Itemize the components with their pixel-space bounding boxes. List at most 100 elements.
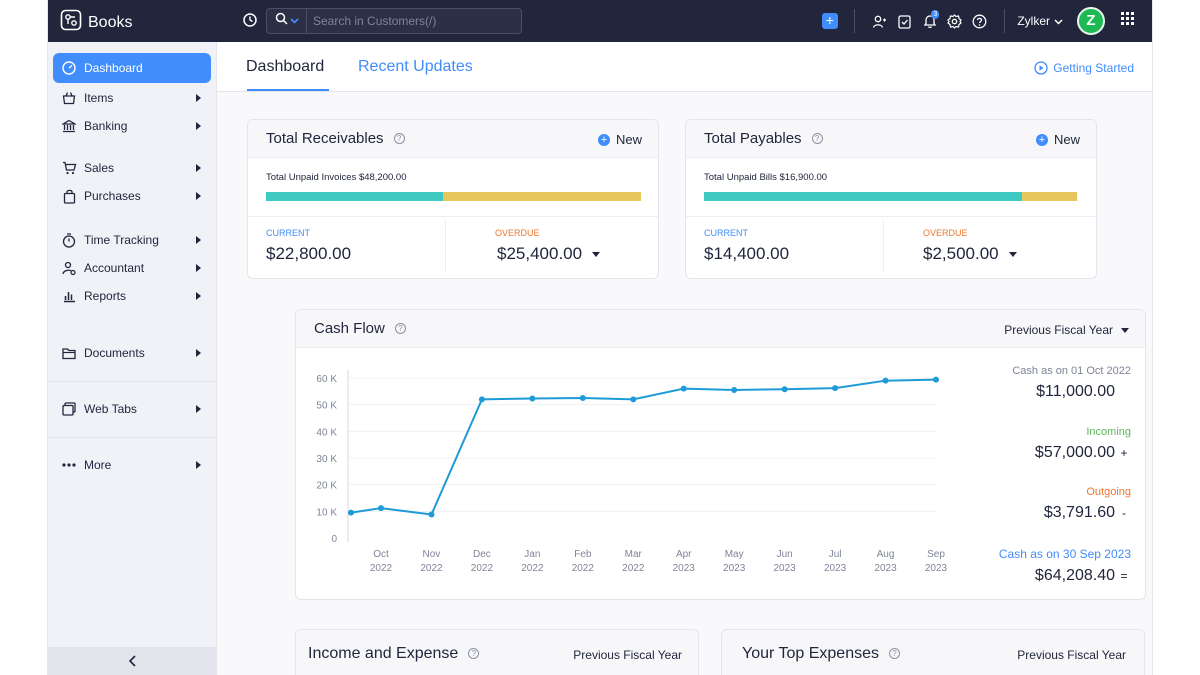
period-dropdown[interactable]: Previous Fiscal Year [573, 648, 682, 662]
current-amount[interactable]: $14,400.00 [704, 244, 790, 263]
period-dropdown[interactable]: Previous Fiscal Year [1017, 648, 1126, 662]
help-icon[interactable]: ? [889, 648, 900, 659]
sidebar-item-label: Web Tabs [84, 402, 137, 416]
help-icon[interactable]: ? [468, 648, 480, 659]
card-header: Total Payables ? + New [686, 120, 1096, 158]
x-tick-label: 2022 [521, 563, 544, 574]
accountant-icon [61, 260, 77, 276]
overdue-dropdown[interactable]: $2,500.00 [923, 244, 1017, 264]
current-segment [266, 192, 444, 201]
x-tick-label: 2022 [420, 563, 443, 574]
help-icon[interactable] [967, 0, 992, 42]
sidebar-item-documents[interactable]: Documents [53, 338, 211, 368]
getting-started-link[interactable]: Getting Started [1034, 61, 1134, 75]
chevron-right-icon [196, 461, 201, 469]
x-tick-label: 2022 [370, 563, 393, 574]
period-label: Previous Fiscal Year [573, 648, 682, 662]
payables-card: Total Payables ? + New Total Unpaid Bill… [685, 119, 1097, 279]
current-segment [704, 192, 1022, 201]
chevron-down-icon [1054, 18, 1063, 25]
plus-circle-icon: + [597, 133, 610, 146]
sidebar-item-label: Reports [84, 289, 127, 303]
search-input[interactable]: Search in Customers(/) [313, 14, 437, 28]
sidebar: Dashboard Items Banking Sales Purchases … [48, 42, 217, 675]
sidebar-item-label: Items [84, 91, 114, 105]
sidebar-item-sales[interactable]: Sales [53, 153, 211, 183]
card-header: Cash Flow ? Previous Fiscal Year [296, 310, 1145, 348]
period-label: Previous Fiscal Year [1004, 323, 1113, 337]
chevron-right-icon [196, 94, 201, 102]
x-tick-label: 2023 [774, 563, 797, 574]
search-box[interactable]: Search in Customers(/) [266, 8, 522, 34]
start-point [348, 509, 354, 516]
user-avatar[interactable]: Z [1077, 7, 1105, 35]
sidebar-item-more[interactable]: More [53, 450, 211, 480]
data-point [579, 395, 586, 401]
new-bill-button[interactable]: + New [1035, 132, 1080, 147]
plus-icon: + [821, 13, 838, 29]
help-icon[interactable]: ? [811, 133, 823, 144]
new-invoice-button[interactable]: + New [597, 132, 642, 147]
play-circle-icon [1034, 61, 1048, 75]
new-label: New [615, 132, 642, 147]
x-tick-label: 2023 [925, 563, 948, 574]
y-tick-label: 10 K [316, 507, 337, 518]
opening-cash-summary: Cash as on 01 Oct 2022 $11,000.00 [1012, 365, 1131, 401]
sidebar-item-web-tabs[interactable]: Web Tabs [53, 394, 211, 424]
x-tick-label: Jul [829, 549, 842, 560]
help-icon[interactable]: ? [394, 323, 406, 334]
search-module-selector[interactable] [267, 9, 307, 33]
sidebar-item-banking[interactable]: Banking [53, 111, 211, 141]
x-tick-label: 2022 [471, 563, 494, 574]
x-tick-label: Nov [423, 549, 441, 560]
card-title: Your Top Expenses [742, 644, 879, 662]
top-bar: Books Search in Customers(/) + 3 Zylker … [48, 0, 1152, 42]
x-tick-label: Feb [574, 549, 592, 560]
help-icon[interactable]: ? [393, 133, 405, 144]
chevron-left-icon [128, 655, 136, 667]
sidebar-item-reports[interactable]: Reports [53, 281, 211, 311]
sidebar-item-label: Sales [84, 161, 115, 175]
minus-sign: - [1122, 506, 1126, 520]
tab-dashboard[interactable]: Dashboard [246, 58, 325, 75]
x-tick-label: 2023 [874, 563, 897, 574]
quick-create-button[interactable]: + [817, 0, 842, 42]
sidebar-item-purchases[interactable]: Purchases [53, 181, 211, 211]
sidebar-item-dashboard[interactable]: Dashboard [53, 53, 211, 83]
x-tick-label: Mar [625, 549, 643, 560]
caret-down-icon [592, 251, 601, 257]
app-logo[interactable]: Books [60, 9, 132, 36]
sidebar-item-time-tracking[interactable]: Time Tracking [53, 225, 211, 255]
period-label: Previous Fiscal Year [1017, 648, 1126, 662]
organization-switcher[interactable]: Zylker [1017, 14, 1063, 28]
cash-flow-series-line [350, 378, 937, 516]
overdue-dropdown[interactable]: $25,400.00 [497, 244, 601, 264]
sidebar-item-label: Dashboard [84, 61, 143, 75]
incoming-label: Incoming [1086, 426, 1131, 438]
reports-icon [61, 288, 77, 304]
tasks-icon[interactable] [892, 0, 917, 42]
card-title: Total Receivables [266, 130, 384, 147]
current-amount[interactable]: $22,800.00 [266, 244, 352, 263]
new-label: New [1053, 132, 1080, 147]
closing-cash-label: Cash as on 30 Sep 2023 [998, 547, 1131, 561]
settings-gear-icon[interactable] [942, 0, 967, 42]
sidebar-item-label: More [84, 458, 112, 472]
sidebar-item-label: Accountant [84, 261, 145, 275]
sidebar-item-items[interactable]: Items [53, 83, 211, 113]
refer-icon[interactable] [867, 0, 892, 42]
sidebar-item-label: Documents [84, 346, 145, 360]
recent-history-icon[interactable] [242, 12, 258, 33]
data-point [731, 387, 738, 393]
tab-recent-updates[interactable]: Recent Updates [358, 58, 473, 75]
collapse-sidebar-button[interactable] [48, 647, 217, 675]
period-dropdown[interactable]: Previous Fiscal Year [1004, 323, 1129, 337]
sidebar-item-accountant[interactable]: Accountant [53, 253, 211, 283]
y-tick-label: 0 [331, 534, 337, 545]
y-tick-label: 20 K [316, 481, 337, 492]
app-grid-icon[interactable] [1121, 12, 1134, 30]
overdue-amount: $2,500.00 [923, 244, 999, 263]
notifications-bell-icon[interactable]: 3 [917, 0, 942, 42]
overdue-label: OVERDUE [495, 228, 540, 238]
equals-sign: = [1120, 569, 1128, 583]
